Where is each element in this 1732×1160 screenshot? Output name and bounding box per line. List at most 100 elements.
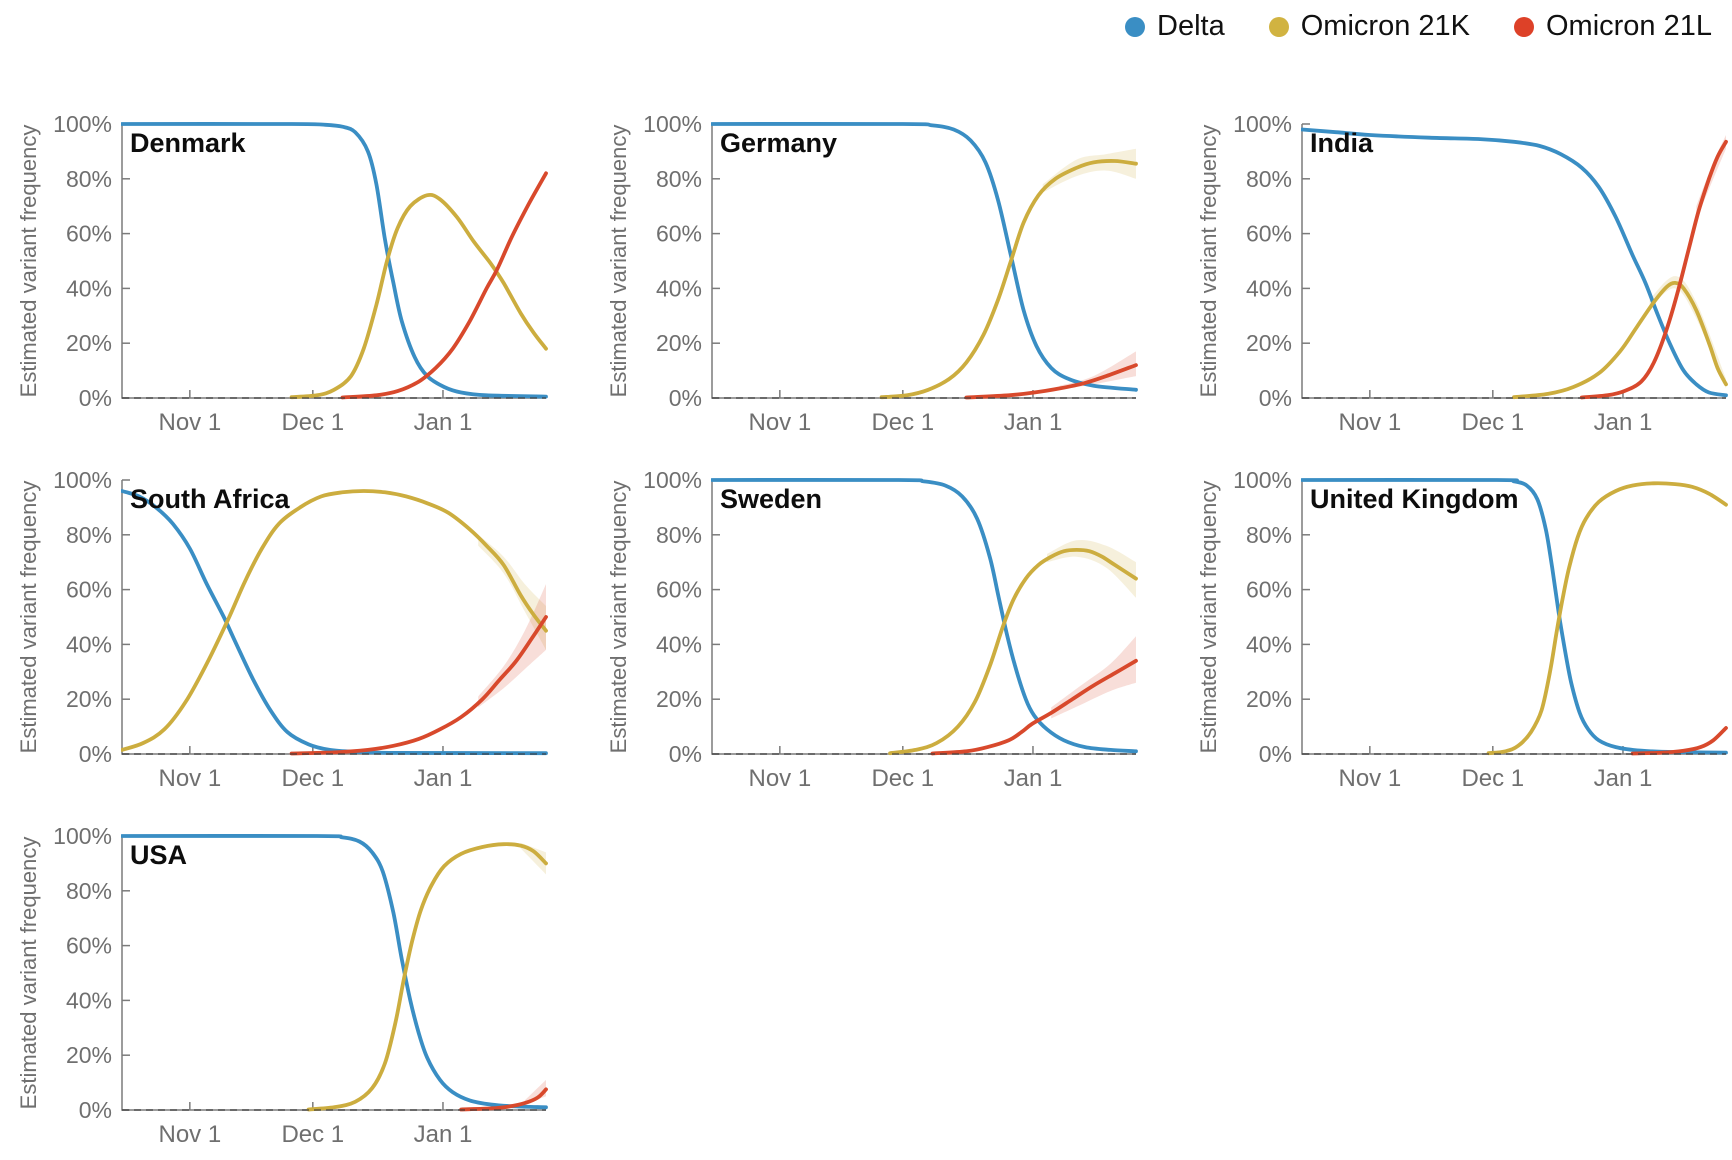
x-tick-label: Jan 1 — [414, 765, 473, 792]
y-axis-label: Estimated variant frequency — [606, 481, 631, 754]
y-axis-label: Estimated variant frequency — [16, 837, 41, 1110]
omicron-21l-line — [289, 615, 548, 756]
omicron-21l-line — [340, 171, 548, 400]
y-tick-label: 60% — [656, 577, 702, 603]
y-tick-label: 20% — [656, 686, 702, 712]
y-axis-label: Estimated variant frequency — [1196, 125, 1221, 398]
y-tick-label: 40% — [656, 631, 702, 657]
y-tick-label: 20% — [1246, 330, 1292, 356]
y-tick-label: 20% — [66, 686, 112, 712]
y-tick-label: 80% — [656, 522, 702, 548]
omicron-21k-confidence-band — [1047, 539, 1136, 598]
y-tick-label: 100% — [1233, 111, 1292, 137]
y-tick-label: 80% — [66, 878, 112, 904]
delta-line — [121, 834, 548, 1110]
plot-area — [121, 834, 548, 1112]
legend-item-delta: Delta — [1125, 12, 1225, 41]
y-tick-label: 20% — [66, 1042, 112, 1068]
y-tick-label: 0% — [1259, 741, 1292, 767]
y-tick-label: 40% — [66, 631, 112, 657]
panel-title-usa: USA — [130, 840, 187, 870]
plot-area — [121, 489, 548, 756]
y-tick-label: 0% — [669, 385, 702, 411]
x-tick-label: Dec 1 — [281, 409, 344, 436]
y-tick-label: 20% — [1246, 686, 1292, 712]
chart-panel-sweden: 0% 20% 40% 60% 80% 100% Nov 1 Dec 1 Jan 1 Sweden E… — [606, 467, 1138, 792]
y-tick-label: 20% — [656, 330, 702, 356]
plot-area — [1301, 127, 1728, 400]
panel-title-india: India — [1310, 128, 1374, 158]
omicron-21k-confidence-band — [1649, 276, 1726, 389]
x-tick-label: Nov 1 — [158, 765, 221, 792]
omicron-21l-confidence-band — [524, 1079, 546, 1105]
y-tick-label: 40% — [66, 275, 112, 301]
y-tick-label: 80% — [66, 522, 112, 548]
y-tick-label: 0% — [1259, 385, 1292, 411]
legend-item-omicron-21l: Omicron 21L — [1513, 12, 1712, 41]
x-tick-label: Jan 1 — [414, 1121, 473, 1148]
delta-line — [711, 122, 1138, 392]
axes-line — [1301, 480, 1726, 755]
y-tick-label: 0% — [79, 741, 112, 767]
omicron-21k-line — [879, 159, 1138, 400]
y-tick-label: 60% — [1246, 221, 1292, 247]
y-tick-label: 40% — [656, 275, 702, 301]
plot-area — [1301, 478, 1728, 756]
delta-line — [121, 489, 548, 756]
omicron-21l-line — [1579, 139, 1728, 400]
legend-label-omicron-21k: Omicron 21K — [1300, 10, 1470, 42]
omicron-21l-dot-icon — [1513, 16, 1534, 37]
y-tick-label: 20% — [66, 330, 112, 356]
y-tick-label: 0% — [669, 741, 702, 767]
delta-line — [711, 478, 1138, 754]
legend-label-delta: Delta — [1157, 10, 1225, 42]
panel-title-denmark: Denmark — [130, 128, 247, 158]
plot-area — [711, 122, 1138, 400]
x-tick-label: Nov 1 — [158, 1121, 221, 1148]
y-tick-label: 100% — [53, 467, 112, 493]
omicron-21k-confidence-band — [1042, 148, 1136, 193]
omicron-21l-line — [964, 363, 1138, 400]
y-tick-label: 60% — [66, 577, 112, 603]
delta-line — [1301, 478, 1728, 755]
axes-line — [711, 480, 1136, 755]
legend-item-omicron-21k: Omicron 21K — [1268, 10, 1470, 42]
delta-dot-icon — [1125, 16, 1146, 37]
omicron-21k-line — [121, 489, 548, 752]
omicron-21l-line — [930, 658, 1138, 756]
y-axis-label: Estimated variant frequency — [606, 125, 631, 398]
y-axis-label: Estimated variant frequency — [16, 481, 41, 754]
y-tick-label: 40% — [1246, 631, 1292, 657]
y-tick-label: 60% — [66, 933, 112, 959]
omicron-21k-line — [1486, 481, 1728, 756]
chart-panel-usa: 0% 20% 40% 60% 80% 100% Nov 1 Dec 1 Jan 1 USA Esti… — [16, 823, 548, 1148]
y-tick-label: 40% — [66, 987, 112, 1013]
y-tick-label: 80% — [66, 166, 112, 192]
x-tick-label: Nov 1 — [748, 409, 811, 436]
y-axis-label: Estimated variant frequency — [16, 125, 41, 398]
chart-panel-germany: 0% 20% 40% 60% 80% 100% Nov 1 Dec 1 Jan 1 Germany… — [606, 111, 1138, 436]
panel-title-sweden: Sweden — [720, 484, 822, 514]
y-tick-label: 80% — [1246, 522, 1292, 548]
axes-line — [121, 836, 546, 1111]
x-tick-label: Dec 1 — [871, 409, 934, 436]
omicron-21k-line — [306, 842, 548, 1112]
omicron-21k-line — [888, 547, 1138, 756]
y-tick-label: 60% — [656, 221, 702, 247]
y-tick-label: 0% — [79, 1097, 112, 1123]
y-tick-label: 100% — [1233, 467, 1292, 493]
panel-title-united-kingdom: United Kingdom — [1310, 484, 1518, 514]
panel-title-south-africa: South Africa — [130, 484, 290, 514]
omicron-21k-line — [289, 192, 548, 400]
delta-line — [1301, 127, 1728, 398]
chart-panel-united-kingdom: 0% 20% 40% 60% 80% 100% Nov 1 Dec 1 Jan 1 United … — [1196, 467, 1728, 792]
y-tick-label: 80% — [1246, 166, 1292, 192]
y-tick-label: 100% — [643, 467, 702, 493]
x-tick-label: Nov 1 — [158, 409, 221, 436]
y-tick-label: 0% — [79, 385, 112, 411]
x-tick-label: Nov 1 — [1338, 409, 1401, 436]
x-tick-label: Dec 1 — [871, 765, 934, 792]
x-tick-label: Jan 1 — [1004, 765, 1063, 792]
x-tick-label: Dec 1 — [281, 1121, 344, 1148]
